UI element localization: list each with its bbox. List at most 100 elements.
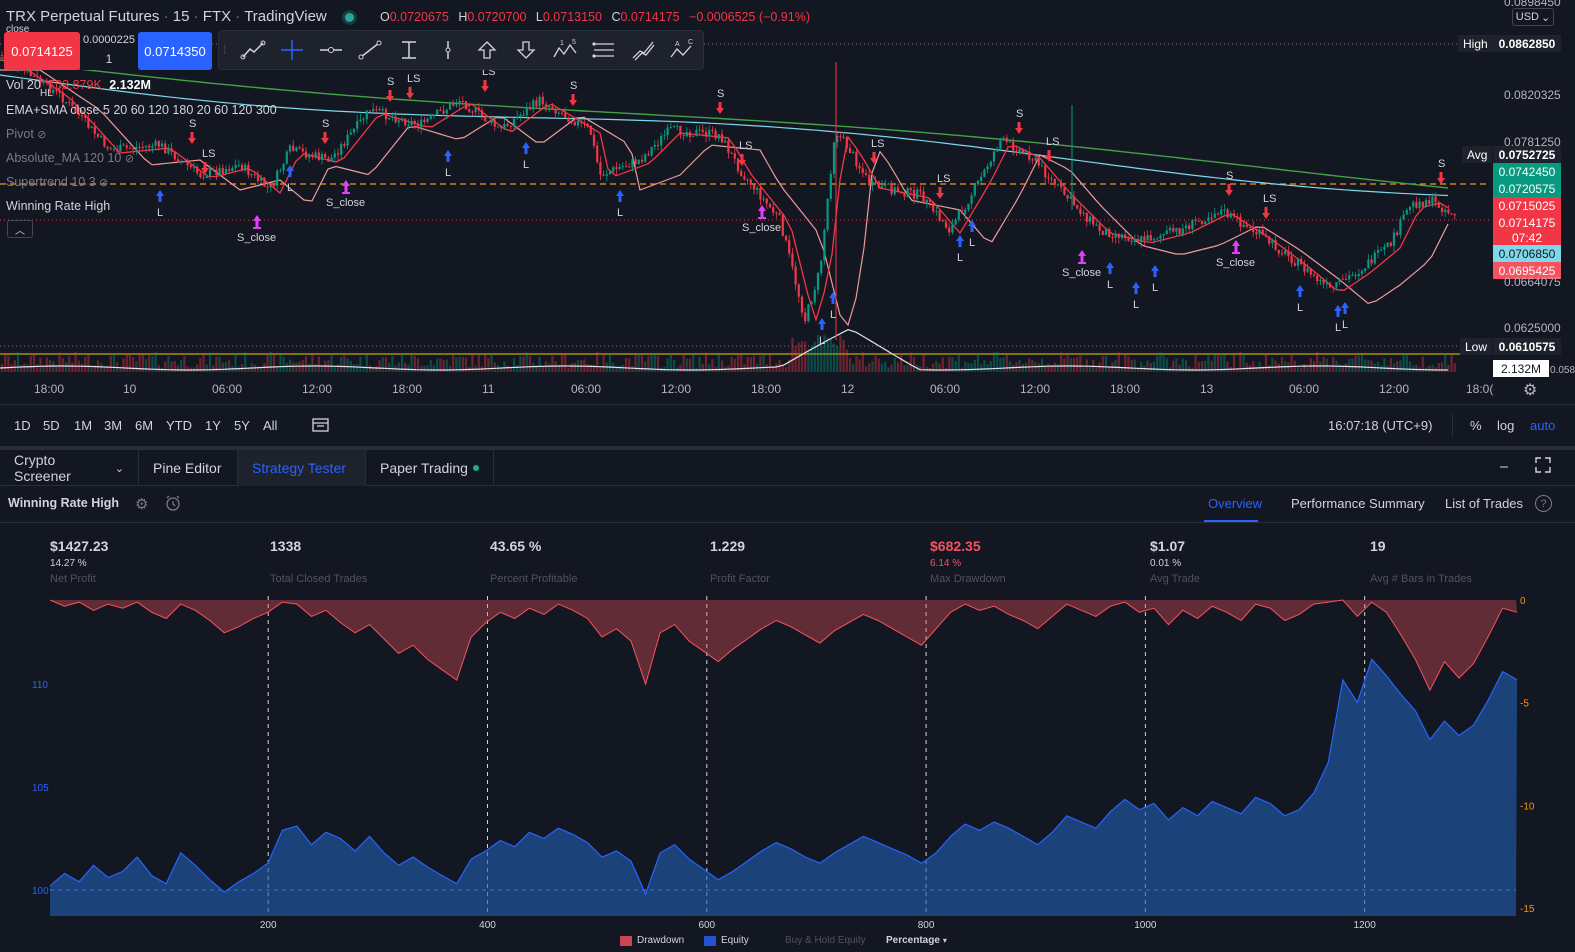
interval-label[interactable]: 15 xyxy=(172,8,190,25)
indicator-pivot[interactable]: Pivot ⊘ xyxy=(6,127,47,141)
range-3m[interactable]: 3M xyxy=(104,418,123,433)
chevron-down-icon: ⌄ xyxy=(114,462,124,475)
svg-text:S: S xyxy=(322,118,329,130)
horizontal-line-tool-icon[interactable] xyxy=(311,31,350,69)
parallel-channel-tool-icon[interactable] xyxy=(584,31,623,69)
trend-line-tool-icon[interactable] xyxy=(233,31,272,69)
svg-text:S: S xyxy=(189,118,196,130)
short-position-tool-icon[interactable] xyxy=(506,31,545,69)
metric-subvalue: 14.27 % xyxy=(50,558,87,569)
time-tick: 13 xyxy=(1200,382,1214,396)
date-range-icon[interactable] xyxy=(310,416,332,434)
indicator-ema-sma[interactable]: EMA+SMA close 5 20 60 120 180 20 60 120 … xyxy=(6,103,277,117)
hidden-eye-icon: ⊘ xyxy=(37,129,47,141)
time-tick: 12:00 xyxy=(1020,382,1051,396)
svg-text:LS: LS xyxy=(202,148,215,160)
percentage-select[interactable]: Percentage ▾ xyxy=(886,935,947,946)
buy-button[interactable]: 0.0714350 xyxy=(138,32,212,70)
long-position-tool-icon[interactable] xyxy=(467,31,506,69)
connected-dot-icon xyxy=(472,465,479,471)
hidden-eye-icon: ⊘ xyxy=(124,153,135,165)
signal-s-marker: S xyxy=(386,76,394,102)
subtab-overview[interactable]: Overview xyxy=(1208,496,1263,511)
legend-equity[interactable]: Equity xyxy=(704,935,749,946)
x-tick-label: 1000 xyxy=(1134,920,1157,930)
time-axis[interactable]: 18:00 10 06:00 12:00 18:00 11 06:00 12:00 18:00 1… xyxy=(0,380,1500,400)
indicator-absolute-ma[interactable]: Absolute_MA 120 10 ⊘ xyxy=(6,151,135,165)
crosshair-tool-icon[interactable] xyxy=(272,31,311,69)
svg-text:L: L xyxy=(287,182,293,194)
signal-s-marker: S xyxy=(1015,108,1023,134)
drag-handle-icon[interactable]: ⁞ xyxy=(223,43,227,57)
price-tag: 0.0714175 xyxy=(1493,214,1561,231)
tab-paper-trading[interactable]: Paper Trading xyxy=(366,450,494,486)
currency-select[interactable]: USD ⌄ xyxy=(1512,8,1554,26)
range-ytd[interactable]: YTD xyxy=(166,418,192,433)
metric-value: $682.35 xyxy=(930,538,981,554)
strategy-name[interactable]: Winning Rate High xyxy=(8,496,119,510)
indicator-volume[interactable]: Vol 20 703.879K 2.132M xyxy=(6,78,151,92)
log-toggle[interactable]: log xyxy=(1497,418,1515,433)
signal-s-marker: S xyxy=(569,80,577,106)
sell-button[interactable]: 0.0714125 xyxy=(4,32,80,70)
range-6m[interactable]: 6M xyxy=(135,418,154,433)
metric-label: Net Profit xyxy=(50,573,96,585)
fib-tool-icon[interactable] xyxy=(389,31,428,69)
metric-subvalue: 0.01 % xyxy=(1150,558,1182,569)
signal-s-close-marker: S_close xyxy=(1062,250,1101,279)
percent-toggle[interactable]: % xyxy=(1470,418,1482,433)
range-1d[interactable]: 1D xyxy=(14,418,31,433)
path-tool-icon[interactable] xyxy=(623,31,662,69)
settings-gear-icon[interactable]: ⚙ xyxy=(1523,382,1538,399)
svg-text:S_close: S_close xyxy=(742,222,781,234)
legend-buy-hold[interactable]: Buy & Hold Equity xyxy=(785,935,866,946)
collapse-legend-button[interactable]: ︿ xyxy=(7,220,33,238)
subtab-performance-summary[interactable]: Performance Summary xyxy=(1291,496,1425,511)
spread-quantity[interactable]: 0.0000225 1 xyxy=(80,32,138,70)
range-1y[interactable]: 1Y xyxy=(205,418,221,433)
symbol-name[interactable]: TRX Perpetual Futures xyxy=(6,8,160,25)
symbol-title[interactable]: TRX Perpetual Futures · 15 · FTX · Tradi… xyxy=(6,8,364,25)
ray-tool-icon[interactable] xyxy=(350,31,389,69)
svg-text:S_close: S_close xyxy=(237,232,276,244)
vertical-line-tool-icon[interactable] xyxy=(428,31,467,69)
auto-toggle[interactable]: auto xyxy=(1530,418,1556,433)
alert-clock-icon[interactable] xyxy=(164,494,182,512)
x-tick-label: 800 xyxy=(918,920,935,930)
range-5y[interactable]: 5Y xyxy=(234,418,250,433)
tab-crypto-screener[interactable]: Crypto Screener ⌄ xyxy=(0,450,139,486)
time-tick: 18:0( xyxy=(1466,382,1494,396)
help-icon[interactable]: ? xyxy=(1535,495,1552,512)
signal-ls-marker: LS xyxy=(870,138,884,164)
time-tick: 06:00 xyxy=(930,382,961,396)
minimize-icon[interactable]: ⎯ xyxy=(1500,458,1509,475)
range-1m[interactable]: 1M xyxy=(74,418,93,433)
range-all[interactable]: All xyxy=(263,418,278,433)
indicator-strategy[interactable]: Winning Rate High xyxy=(6,199,111,213)
metric-subvalue xyxy=(270,558,367,570)
svg-text:S: S xyxy=(717,88,724,100)
svg-text:L: L xyxy=(1107,279,1113,291)
low-price-tag: 0.0610575 xyxy=(1493,338,1561,355)
subtab-list-of-trades[interactable]: List of Trades xyxy=(1445,496,1524,511)
price-chart[interactable]: L S LS S_close L S S_close S LS L LS L S L S LS S_close L… xyxy=(0,0,1575,404)
drawdown-area xyxy=(50,600,1518,691)
clock-readout[interactable]: 16:07:18 (UTC+9) xyxy=(1328,418,1433,433)
indicator-supertrend[interactable]: Supertrend 10 3 ⊘ xyxy=(6,175,109,189)
tab-strategy-tester[interactable]: Strategy Tester xyxy=(238,450,366,486)
svg-text:S: S xyxy=(387,76,394,88)
legend-drawdown[interactable]: Drawdown xyxy=(620,935,684,946)
signal-ls-marker: LS xyxy=(201,148,215,174)
range-5d[interactable]: 5D xyxy=(43,418,60,433)
price-tick: 0.0820325 xyxy=(1504,88,1561,102)
maximize-icon[interactable] xyxy=(1534,456,1552,474)
left-tick-label: 110 xyxy=(32,680,48,691)
right-tick-label: 0 xyxy=(1520,596,1526,607)
tab-pine-editor[interactable]: Pine Editor xyxy=(139,450,238,486)
settings-gear-icon[interactable]: ⚙ xyxy=(135,496,149,513)
